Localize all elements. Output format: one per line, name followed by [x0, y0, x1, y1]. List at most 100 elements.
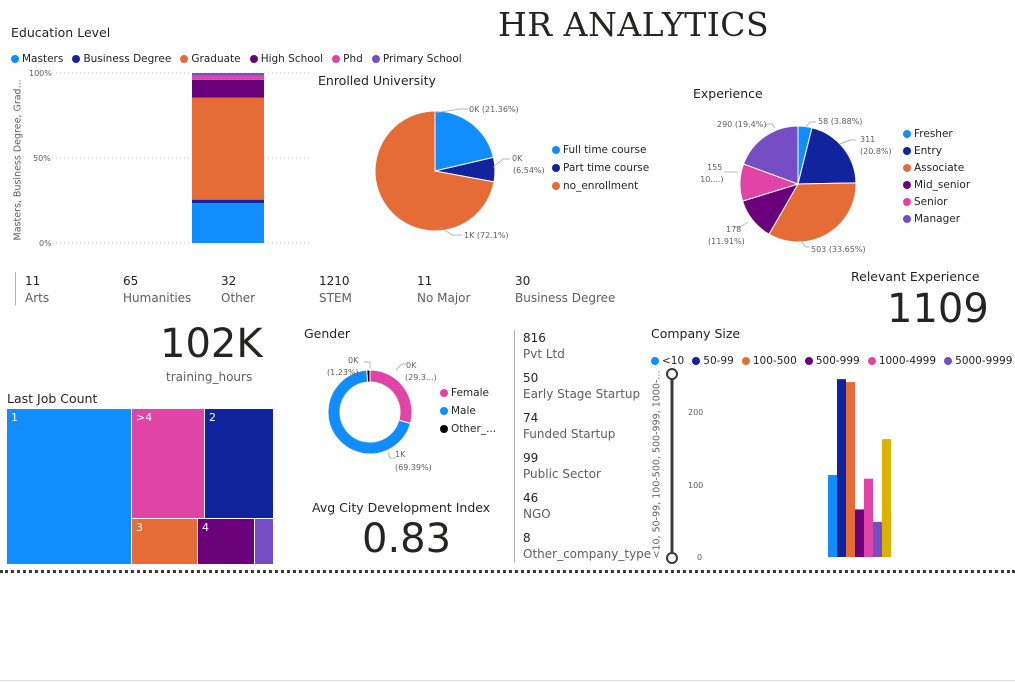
treemap-cell-4[interactable]: 4	[198, 519, 254, 564]
legend-item-full-time[interactable]: Full time course	[552, 144, 649, 156]
legend-item-phd[interactable]: Phd	[332, 53, 363, 65]
bar-100-500[interactable]	[846, 382, 855, 557]
major-card-arts: 11 Arts	[25, 274, 49, 305]
gender-slice-2[interactable]	[366, 369, 371, 383]
last-job-title: Last Job Count	[7, 391, 98, 406]
row-value: 50	[523, 371, 539, 385]
bar-1000-4999[interactable]	[864, 478, 873, 557]
legend-item-associate[interactable]: Associate	[903, 162, 970, 174]
legend-label: 5000-9999	[955, 355, 1013, 367]
bar-segment-primary-school[interactable]	[192, 73, 264, 76]
y-tick: 100	[688, 481, 703, 490]
company-size-legend[interactable]: <10 50-99 100-500 500-999 1000-4999 5000…	[651, 350, 1015, 369]
legend-item-manager[interactable]: Manager	[903, 213, 970, 225]
range-slider-handle-top[interactable]	[666, 368, 678, 380]
treemap-cell-2[interactable]: 2	[205, 409, 273, 518]
legend-label: High School	[260, 53, 324, 65]
legend-item-high-school[interactable]: High School	[249, 53, 324, 65]
range-slider-handle-bottom[interactable]	[666, 552, 678, 564]
legend-item-entry[interactable]: Entry	[903, 145, 970, 157]
enrolled-chart-title: Enrolled University	[318, 73, 436, 88]
y-tick: 100%	[29, 69, 52, 78]
enrolled-pie-chart[interactable]: 0K (21.36%) 0K (6.54%) 1K (72.1%)	[360, 95, 550, 250]
card-value: 32	[221, 274, 237, 288]
company-type-row: 8 Other_company_type	[523, 531, 651, 571]
education-chart[interactable]: 100% 50% 0%	[20, 64, 315, 250]
legend-item-graduate[interactable]: Graduate	[180, 53, 241, 65]
card-label: Business Degree	[515, 291, 616, 305]
gender-donut-chart[interactable]: 0K (1.23%) 0K (29.3...) 1K (69.39%)	[318, 350, 438, 475]
treemap-cell-3[interactable]: 3	[132, 519, 197, 564]
legend-item-100-500[interactable]: 100-500	[741, 355, 797, 367]
legend-label: Primary School	[382, 53, 462, 65]
legend-item-male[interactable]: Male	[440, 405, 496, 417]
major-card-business-degree: 30 Business Degree	[515, 274, 615, 305]
city-index-value: 0.83	[362, 516, 452, 562]
legend-item-mid-senior[interactable]: Mid_senior	[903, 179, 970, 191]
legend-label: Full time course	[563, 144, 647, 156]
legend-item-masters[interactable]: Masters	[11, 53, 63, 65]
legend-item-fresher[interactable]: Fresher	[903, 128, 970, 140]
leader-line	[439, 226, 462, 236]
gender-slice-1[interactable]	[327, 369, 412, 455]
legend-item-50-99[interactable]: 50-99	[692, 355, 734, 367]
legend-item-1000-4999[interactable]: 1000-4999	[867, 355, 937, 367]
legend-item-female[interactable]: Female	[440, 387, 496, 399]
bar-segment-masters[interactable]	[192, 203, 264, 243]
experience-pie-chart[interactable]: 58 (3.88%) 311 (20.8%) 503 (33.65%) 178 …	[700, 112, 900, 257]
legend-item-lt10[interactable]: <10	[651, 355, 684, 367]
legend-label: Part time course	[563, 162, 650, 174]
data-label: (20.8%)	[860, 147, 892, 156]
legend-label: Business Degree	[83, 53, 172, 65]
bar-segment-high-school[interactable]	[192, 79, 264, 98]
bar-10000[interactable]	[882, 439, 891, 557]
legend-item-500-999[interactable]: 500-999	[804, 355, 860, 367]
company-size-chart[interactable]: 200 100 0	[664, 366, 1010, 572]
legend-item-business-degree[interactable]: Business Degree	[72, 53, 171, 65]
legend-item-part-time[interactable]: Part time course	[552, 162, 649, 174]
education-legend[interactable]: Masters Business Degree Graduate High Sc…	[11, 48, 466, 67]
enrolled-legend[interactable]: Full time course Part time course no_enr…	[552, 144, 653, 192]
company-type-row: 50 Early Stage Startup	[523, 371, 651, 411]
legend-item-no-enrollment[interactable]: no_enrollment	[552, 180, 649, 192]
last-job-treemap[interactable]: 1 >4 2 3 4	[7, 409, 273, 564]
bar-segment-phd[interactable]	[192, 75, 264, 80]
legend-label: 1000-4999	[878, 355, 937, 367]
bar-lt10[interactable]	[828, 475, 837, 557]
card-label: No Major	[417, 291, 471, 305]
legend-item-senior[interactable]: Senior	[903, 196, 970, 208]
legend-item-primary-school[interactable]: Primary School	[371, 53, 462, 65]
bar-segment-business-degree[interactable]	[192, 199, 264, 204]
leader-line	[839, 139, 856, 145]
experience-slice-1[interactable]	[797, 127, 857, 185]
treemap-cell-1[interactable]: 1	[7, 409, 131, 564]
enrolled-slice-0[interactable]	[434, 110, 495, 172]
legend-label: Entry	[914, 145, 942, 157]
data-label: 1K	[395, 450, 406, 459]
card-value: 11	[417, 274, 433, 288]
row-value: 46	[523, 491, 539, 505]
gender-legend[interactable]: Female Male Other_...	[440, 387, 500, 435]
bar-5000-9999[interactable]	[873, 521, 882, 557]
city-index-title: Avg City Development Index	[312, 500, 491, 515]
data-label: (6.54%)	[513, 166, 545, 175]
experience-slice-2[interactable]	[768, 182, 857, 243]
enrolled-slice-2[interactable]	[374, 110, 495, 232]
row-label: Pvt Ltd	[523, 347, 565, 361]
treemap-cell-never[interactable]	[255, 519, 273, 564]
data-label: (11.91%)	[708, 237, 745, 246]
legend-item-other[interactable]: Other_...	[440, 423, 496, 435]
legend-item-5000-9999[interactable]: 5000-9999	[944, 355, 1012, 367]
data-label: (29.3...)	[405, 373, 437, 382]
major-card-other: 32 Other	[221, 274, 255, 305]
experience-slice-5[interactable]	[742, 125, 799, 185]
cell-label: 2	[209, 411, 216, 424]
legend-label: no_enrollment	[563, 180, 639, 192]
bar-50-99[interactable]	[837, 379, 846, 557]
treemap-cell-gt4[interactable]: >4	[132, 409, 204, 518]
data-label: (69.39%)	[395, 463, 432, 472]
bar-segment-graduate[interactable]	[192, 97, 264, 200]
bar-500-999[interactable]	[855, 509, 864, 557]
company-type-row: 46 NGO	[523, 491, 651, 531]
experience-legend[interactable]: Fresher Entry Associate Mid_senior Senio…	[903, 128, 974, 225]
